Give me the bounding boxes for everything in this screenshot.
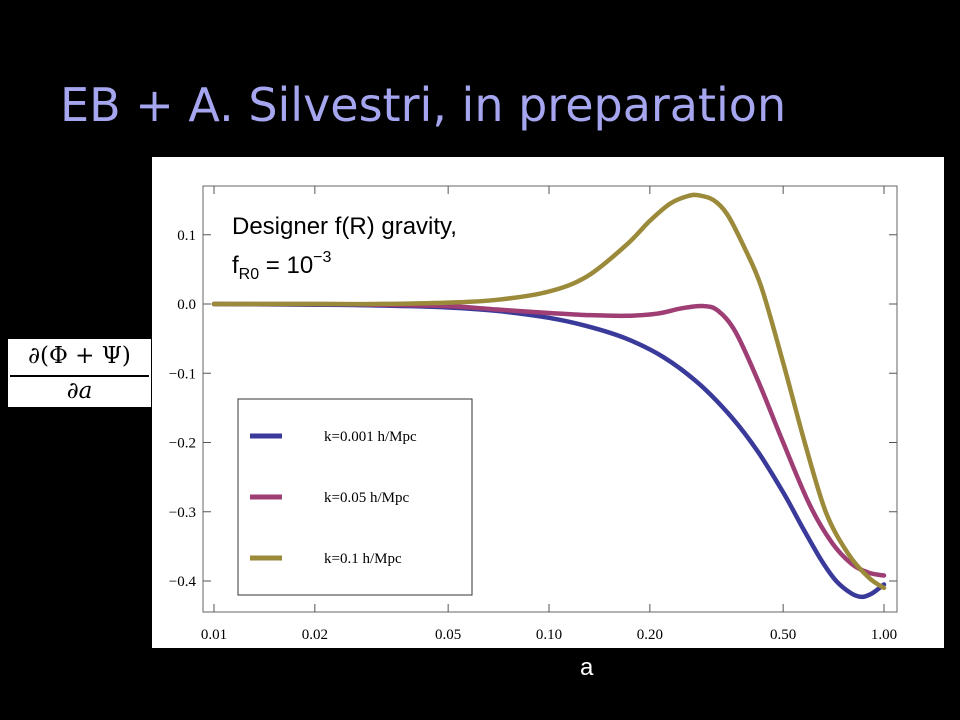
- legend-label: k=0.05 h/Mpc: [324, 490, 409, 506]
- y-axis-label-numerator: ∂(Φ + Ψ): [28, 343, 131, 369]
- legend-label: k=0.001 h/Mpc: [324, 429, 417, 445]
- legend: k=0.001 h/Mpc k=0.05 h/Mpc k=0.1 h/Mpc: [250, 429, 417, 567]
- chart-panel: 0.01 0.02 0.05 0.10 0.20 0.50 1.00 0.1 0.0 −0.1 −0…: [152, 157, 944, 648]
- x-tick-label: 0.01: [201, 627, 227, 643]
- annotation-subscript: R0: [239, 266, 260, 283]
- series-lines: [211, 192, 887, 600]
- annotation-line1: Designer f(R) gravity,: [232, 213, 457, 240]
- slide-title: EB + A. Silvestri, in preparation: [60, 78, 787, 132]
- y-tick-label: 0.1: [177, 228, 196, 244]
- x-tick-label: 0.20: [637, 627, 663, 643]
- annotation-equals: = 10: [259, 252, 313, 279]
- x-tick-label: 0.05: [435, 627, 461, 643]
- y-axis-label: ∂(Φ + Ψ) ∂a: [8, 339, 151, 407]
- x-tick-label: 0.02: [302, 627, 328, 643]
- fraction-bar: [10, 375, 149, 377]
- x-tick-label: 0.50: [770, 627, 796, 643]
- y-tick-label: −0.4: [169, 574, 197, 590]
- x-axis-label: a: [580, 654, 594, 681]
- legend-label: k=0.1 h/Mpc: [324, 551, 402, 567]
- y-tick-label: −0.2: [169, 436, 196, 452]
- y-tick-label: 0.0: [177, 297, 196, 313]
- y-axis-label-denominator: ∂a: [66, 378, 93, 404]
- y-tick-label: −0.3: [169, 505, 196, 521]
- annotation-superscript: −3: [313, 249, 331, 266]
- annotation-f: f: [232, 252, 239, 279]
- y-tick-label: −0.1: [169, 366, 196, 382]
- x-tick-label: 1.00: [871, 627, 897, 643]
- plot-frame: [202, 185, 898, 613]
- axis-ticks: 0.01 0.02 0.05 0.10 0.20 0.50 1.00 0.1 0.0 −0.1 −0…: [169, 186, 897, 643]
- series-line: [211, 192, 887, 591]
- series-line: [211, 301, 887, 578]
- annotation-line2: fR0 = 10−3: [232, 249, 332, 283]
- x-tick-label: 0.10: [536, 627, 562, 643]
- chart-svg: 0.01 0.02 0.05 0.10 0.20 0.50 1.00 0.1 0.0 −0.1 −0…: [169, 185, 898, 643]
